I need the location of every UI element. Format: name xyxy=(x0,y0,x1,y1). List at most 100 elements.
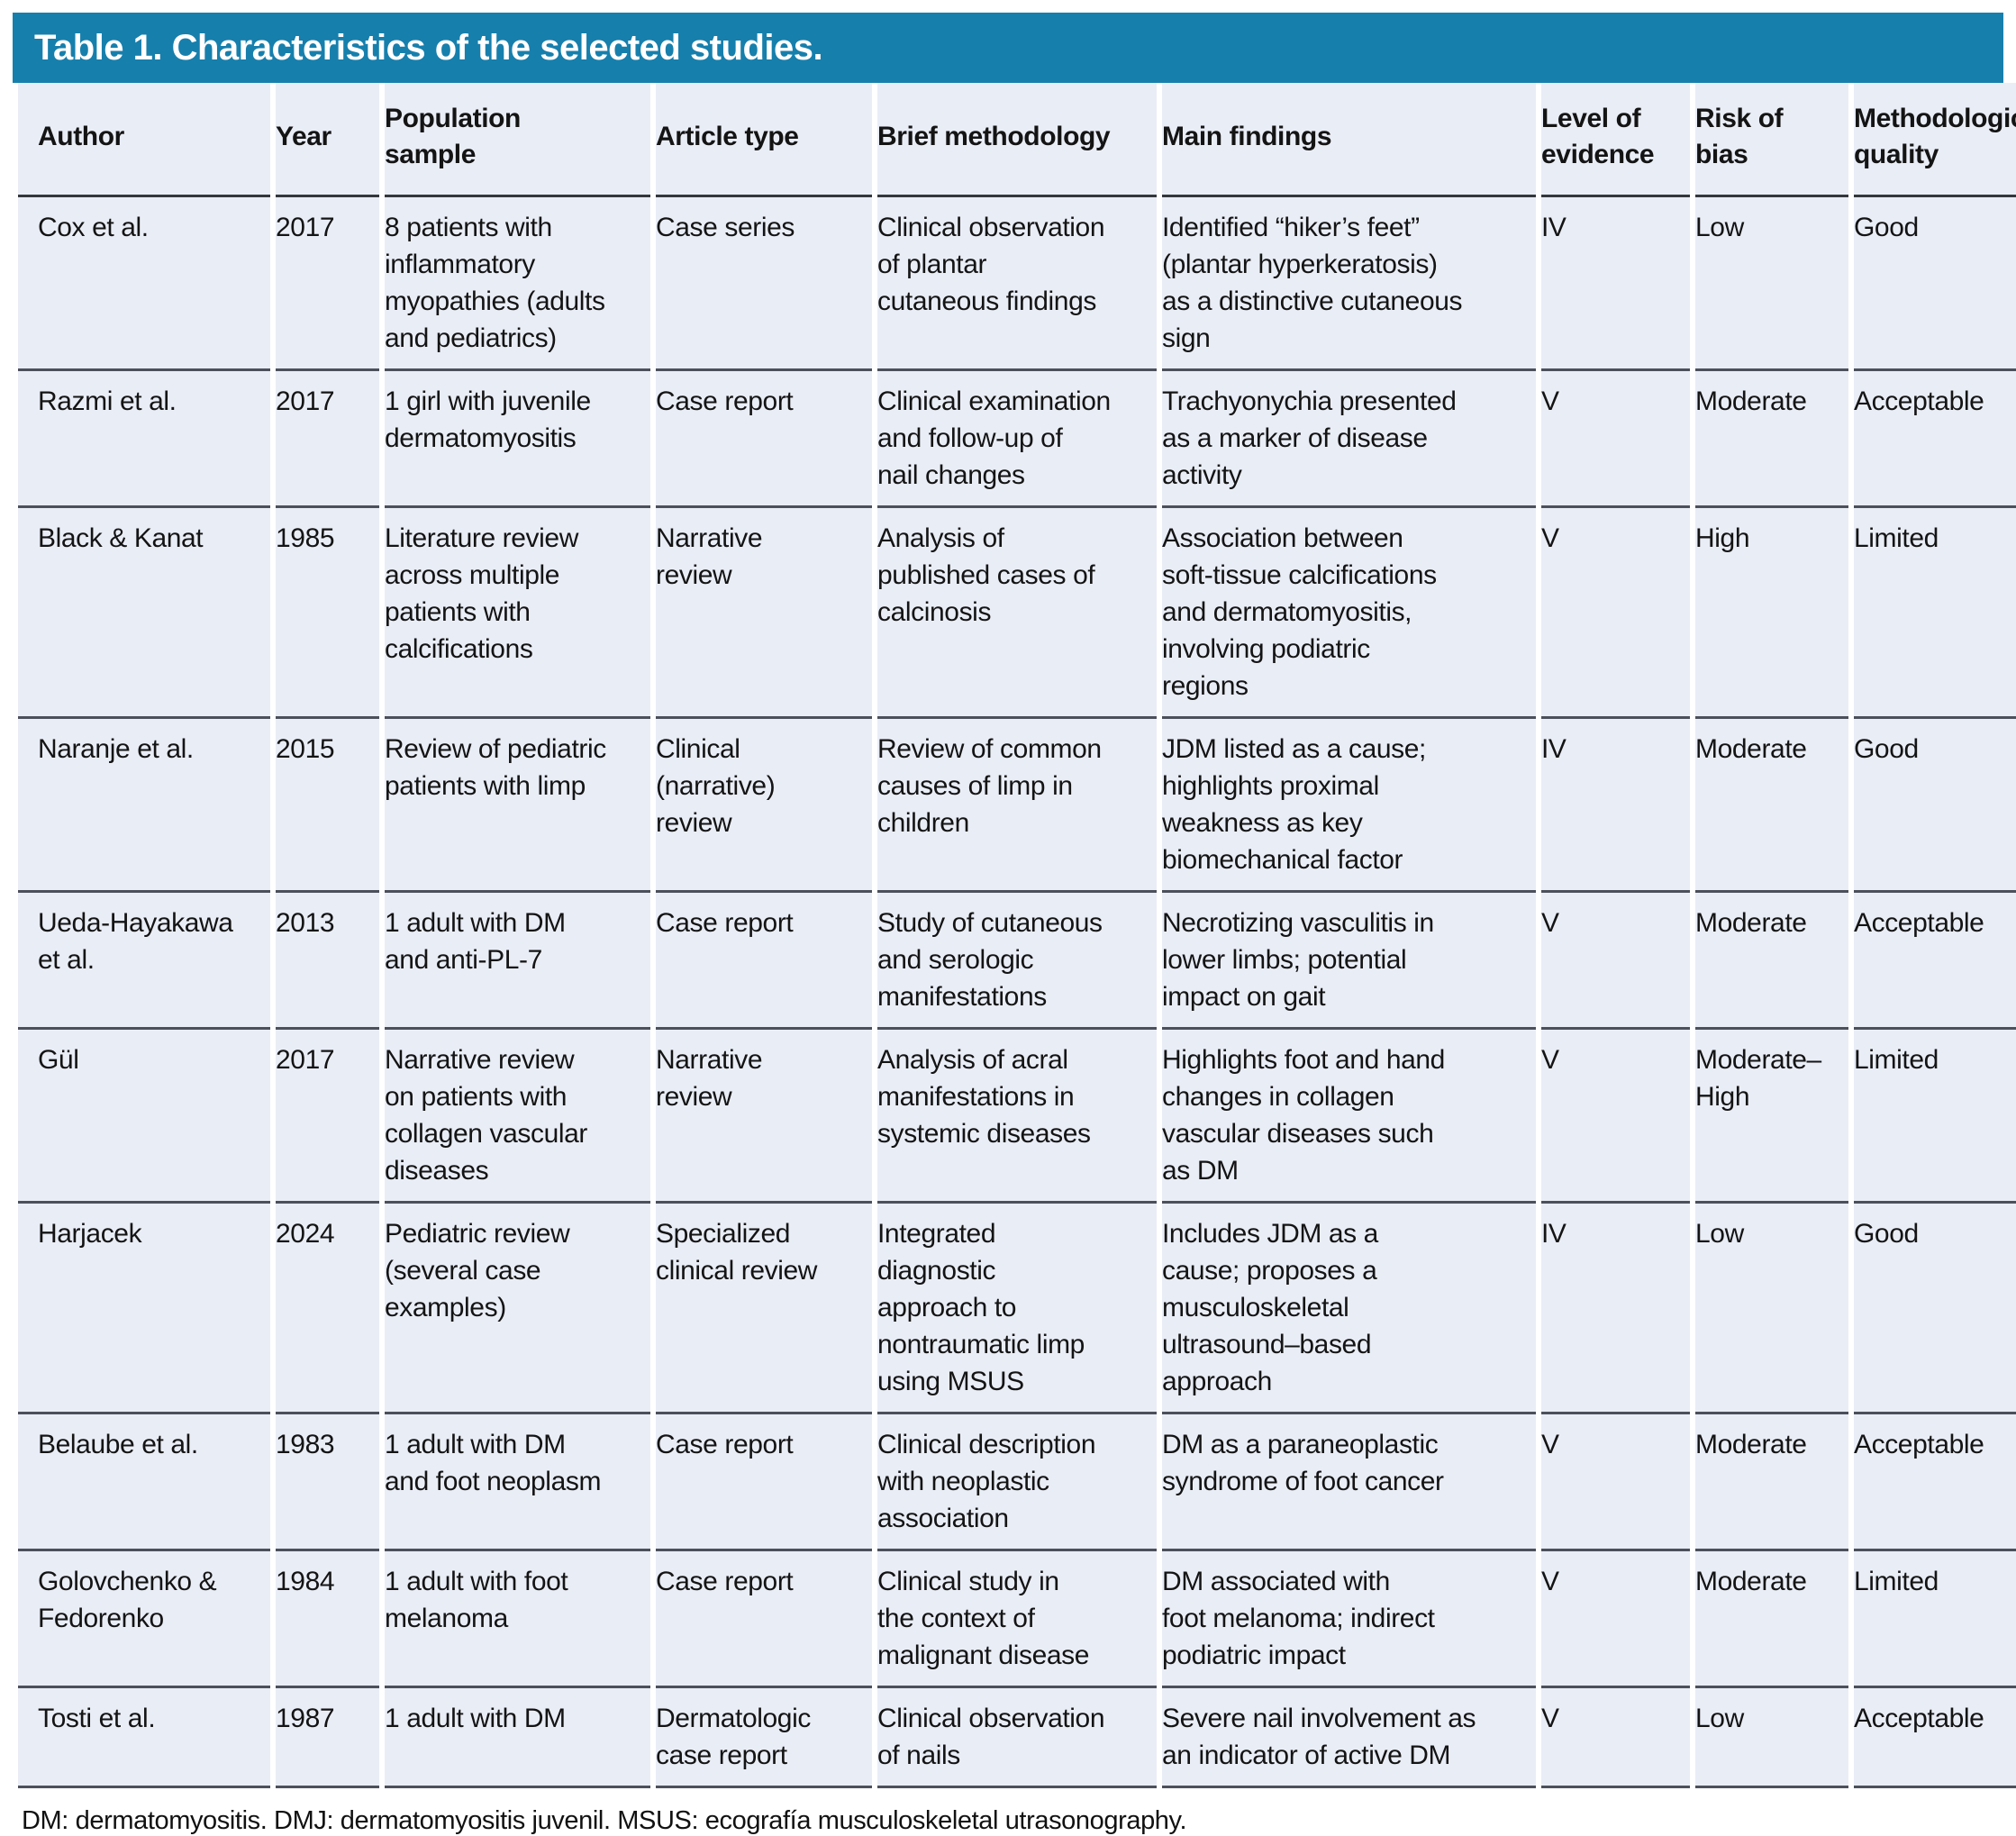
cell-population-sample: 1 girl with juvenile dermatomyositis xyxy=(385,371,650,508)
table-body: Cox et al. 2017 8 patients with inflammato… xyxy=(18,197,2016,1788)
cell-methodologic-quality: Limited xyxy=(1854,1551,2016,1688)
header-year: Year xyxy=(276,83,379,197)
table-title: Table 1. Characteristics of the selected… xyxy=(34,28,823,68)
cell-brief-methodology: Clinical examination and follow-up of na… xyxy=(877,371,1157,508)
header-row: Author Year Population sample Article ty… xyxy=(18,83,2016,197)
table-footnote: DM: dermatomyositis. DMJ: dermatomyositi… xyxy=(22,1806,1187,1835)
cell-year: 2017 xyxy=(276,371,379,508)
cell-article-type: Narrative review xyxy=(656,508,872,719)
cell-main-findings: Includes JDM as a cause; proposes a musc… xyxy=(1162,1204,1536,1414)
cell-population-sample: Review of pediatric patients with limp xyxy=(385,719,650,893)
cell-level-of-evidence: V xyxy=(1541,1030,1690,1204)
cell-author: Golovchenko & Fedorenko xyxy=(18,1551,270,1688)
cell-main-findings: Severe nail involvement as an indicator … xyxy=(1162,1688,1536,1788)
cell-risk-of-bias: Moderate xyxy=(1695,1551,1848,1688)
cell-year: 2017 xyxy=(276,1030,379,1204)
table-row: Harjacek 2024 Pediatric review (several ca… xyxy=(18,1204,2016,1414)
cell-risk-of-bias: Low xyxy=(1695,1688,1848,1788)
cell-methodologic-quality: Acceptable xyxy=(1854,371,2016,508)
cell-article-type: Case report xyxy=(656,1551,872,1688)
cell-level-of-evidence: IV xyxy=(1541,1204,1690,1414)
cell-risk-of-bias: Low xyxy=(1695,1204,1848,1414)
cell-year: 1987 xyxy=(276,1688,379,1788)
cell-risk-of-bias: Moderate xyxy=(1695,719,1848,893)
header-methodologic-quality: Methodologic quality xyxy=(1854,83,2016,197)
cell-risk-of-bias: Moderate– High xyxy=(1695,1030,1848,1204)
table-row: Golovchenko & Fedorenko 1984 1 adult with … xyxy=(18,1551,2016,1688)
cell-year: 2013 xyxy=(276,893,379,1030)
cell-brief-methodology: Clinical study in the context of maligna… xyxy=(877,1551,1157,1688)
table-row: Tosti et al. 1987 1 adult with DM Dermatolo… xyxy=(18,1688,2016,1788)
cell-population-sample: 1 adult with DM xyxy=(385,1688,650,1788)
cell-article-type: Clinical (narrative) review xyxy=(656,719,872,893)
cell-risk-of-bias: Moderate xyxy=(1695,1414,1848,1551)
cell-main-findings: Identified “hiker’s feet” (plantar hyper… xyxy=(1162,197,1536,371)
cell-population-sample: 1 adult with foot melanoma xyxy=(385,1551,650,1688)
cell-brief-methodology: Integrated diagnostic approach to nontra… xyxy=(877,1204,1157,1414)
cell-article-type: Dermatologic case report xyxy=(656,1688,872,1788)
cell-population-sample: Pediatric review (several case examples) xyxy=(385,1204,650,1414)
cell-population-sample: Literature review across multiple patien… xyxy=(385,508,650,719)
cell-main-findings: Association between soft-tissue calcific… xyxy=(1162,508,1536,719)
cell-article-type: Case report xyxy=(656,1414,872,1551)
cell-level-of-evidence: V xyxy=(1541,508,1690,719)
cell-population-sample: 8 patients with inflammatory myopathies … xyxy=(385,197,650,371)
cell-author: Black & Kanat xyxy=(18,508,270,719)
cell-article-type: Case series xyxy=(656,197,872,371)
table-row: Black & Kanat 1985 Literature review acros… xyxy=(18,508,2016,719)
cell-methodologic-quality: Acceptable xyxy=(1854,1414,2016,1551)
cell-level-of-evidence: IV xyxy=(1541,197,1690,371)
cell-article-type: Specialized clinical review xyxy=(656,1204,872,1414)
header-author: Author xyxy=(18,83,270,197)
cell-brief-methodology: Clinical observation of nails xyxy=(877,1688,1157,1788)
cell-main-findings: Highlights foot and hand changes in coll… xyxy=(1162,1030,1536,1204)
table-row: Naranje et al. 2015 Review of pediatric pa… xyxy=(18,719,2016,893)
header-main-findings: Main findings xyxy=(1162,83,1536,197)
cell-year: 1985 xyxy=(276,508,379,719)
cell-level-of-evidence: V xyxy=(1541,1414,1690,1551)
cell-risk-of-bias: Moderate xyxy=(1695,893,1848,1030)
cell-article-type: Narrative review xyxy=(656,1030,872,1204)
cell-level-of-evidence: V xyxy=(1541,1688,1690,1788)
cell-risk-of-bias: Low xyxy=(1695,197,1848,371)
cell-methodologic-quality: Acceptable xyxy=(1854,893,2016,1030)
header-article-type: Article type xyxy=(656,83,872,197)
cell-brief-methodology: Analysis of acral manifestations in syst… xyxy=(877,1030,1157,1204)
cell-population-sample: 1 adult with DM and foot neoplasm xyxy=(385,1414,650,1551)
cell-year: 2015 xyxy=(276,719,379,893)
cell-author: Naranje et al. xyxy=(18,719,270,893)
cell-methodologic-quality: Good xyxy=(1854,719,2016,893)
cell-author: Gül xyxy=(18,1030,270,1204)
cell-year: 2024 xyxy=(276,1204,379,1414)
cell-brief-methodology: Analysis of published cases of calcinosi… xyxy=(877,508,1157,719)
cell-author: Tosti et al. xyxy=(18,1688,270,1788)
cell-methodologic-quality: Good xyxy=(1854,1204,2016,1414)
header-level-of-evidence: Level of evidence xyxy=(1541,83,1690,197)
header-risk-of-bias: Risk of bias xyxy=(1695,83,1848,197)
cell-risk-of-bias: High xyxy=(1695,508,1848,719)
cell-level-of-evidence: IV xyxy=(1541,719,1690,893)
table-row: Belaube et al. 1983 1 adult with DM and fo… xyxy=(18,1414,2016,1551)
cell-brief-methodology: Clinical observation of plantar cutaneou… xyxy=(877,197,1157,371)
cell-main-findings: Necrotizing vasculitis in lower limbs; p… xyxy=(1162,893,1536,1030)
cell-population-sample: Narrative review on patients with collag… xyxy=(385,1030,650,1204)
cell-methodologic-quality: Limited xyxy=(1854,1030,2016,1204)
cell-main-findings: JDM listed as a cause; highlights proxim… xyxy=(1162,719,1536,893)
cell-methodologic-quality: Good xyxy=(1854,197,2016,371)
cell-population-sample: 1 adult with DM and anti-PL-7 xyxy=(385,893,650,1030)
table-row: Ueda-Hayakawa et al. 2013 1 adult with DM … xyxy=(18,893,2016,1030)
header-population-sample: Population sample xyxy=(385,83,650,197)
studies-table: Author Year Population sample Article ty… xyxy=(13,83,2016,1788)
cell-year: 1983 xyxy=(276,1414,379,1551)
cell-author: Harjacek xyxy=(18,1204,270,1414)
header-brief-methodology: Brief methodology xyxy=(877,83,1157,197)
cell-risk-of-bias: Moderate xyxy=(1695,371,1848,508)
cell-article-type: Case report xyxy=(656,893,872,1030)
cell-author: Cox et al. xyxy=(18,197,270,371)
cell-main-findings: DM associated with foot melanoma; indire… xyxy=(1162,1551,1536,1688)
cell-article-type: Case report xyxy=(656,371,872,508)
cell-main-findings: DM as a paraneoplastic syndrome of foot … xyxy=(1162,1414,1536,1551)
cell-year: 1984 xyxy=(276,1551,379,1688)
table-container: Table 1. Characteristics of the selected… xyxy=(13,13,2016,1836)
cell-level-of-evidence: V xyxy=(1541,893,1690,1030)
